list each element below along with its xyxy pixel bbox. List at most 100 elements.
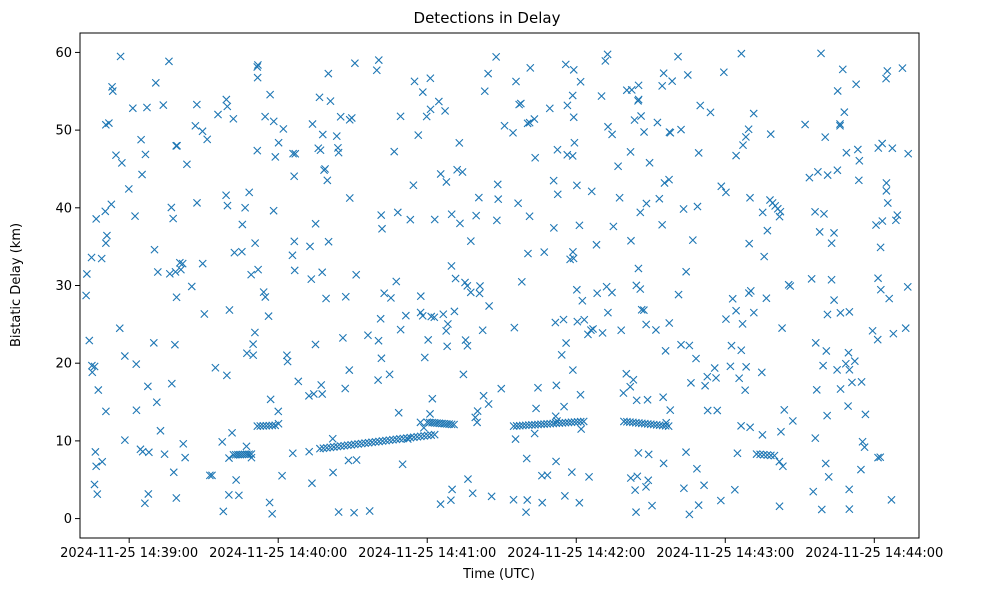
data-point: [523, 119, 532, 128]
data-point: [203, 135, 212, 144]
data-point: [142, 103, 151, 112]
data-point: [152, 398, 161, 407]
data-point: [840, 108, 849, 117]
data-point: [644, 476, 653, 485]
data-point: [827, 239, 836, 248]
data-point: [833, 86, 842, 95]
data-point: [198, 127, 207, 136]
data-point: [90, 362, 99, 371]
data-point: [876, 453, 885, 462]
y-tick-label: 20: [55, 357, 72, 372]
data-point: [368, 438, 377, 447]
x-axis-label: Time (UTC): [462, 567, 535, 582]
data-point: [833, 166, 842, 175]
data-point: [531, 153, 540, 162]
data-point: [265, 498, 274, 507]
data-point: [850, 357, 859, 366]
data-point: [434, 97, 443, 106]
data-point: [812, 385, 821, 394]
data-point: [809, 487, 818, 496]
data-point: [409, 433, 418, 442]
data-point: [150, 245, 159, 254]
data-point: [363, 331, 372, 340]
data-point: [333, 143, 342, 152]
data-point: [141, 150, 150, 159]
y-tick-label: 30: [55, 279, 72, 294]
data-point: [853, 145, 862, 154]
data-point: [450, 420, 459, 429]
data-point: [336, 112, 345, 121]
data-point: [738, 319, 747, 328]
data-point: [567, 468, 576, 477]
data-point: [466, 237, 475, 246]
data-point: [857, 377, 866, 386]
data-point: [424, 335, 433, 344]
data-point: [414, 131, 423, 140]
data-point: [352, 455, 361, 464]
data-point: [775, 502, 784, 511]
data-point: [104, 119, 113, 128]
data-point: [136, 445, 145, 454]
data-point: [563, 101, 572, 110]
data-point: [630, 116, 639, 125]
data-point: [309, 389, 318, 398]
data-point: [111, 151, 120, 160]
data-point: [476, 282, 484, 291]
data-point: [592, 240, 601, 249]
data-point: [576, 390, 585, 399]
data-point: [463, 281, 472, 290]
data-point: [164, 57, 173, 66]
data-point: [601, 56, 610, 65]
data-point: [579, 417, 588, 426]
data-point: [378, 224, 387, 233]
data-point: [375, 437, 384, 446]
data-point: [626, 236, 635, 245]
data-point: [538, 498, 547, 507]
data-point: [380, 289, 389, 298]
data-point: [328, 434, 337, 443]
data-point: [427, 431, 436, 440]
data-point: [589, 324, 597, 333]
data-point: [732, 151, 741, 160]
data-point: [318, 130, 327, 139]
data-point: [167, 203, 176, 212]
data-point: [845, 307, 854, 316]
data-point: [428, 394, 437, 403]
data-point: [160, 450, 169, 459]
data-point: [441, 106, 450, 115]
data-point: [120, 436, 129, 445]
data-point: [749, 109, 758, 118]
data-point: [311, 219, 320, 228]
data-point: [401, 311, 410, 320]
data-point: [760, 252, 769, 261]
data-point: [510, 323, 519, 332]
data-point: [398, 460, 407, 469]
data-point: [406, 215, 415, 224]
data-point: [661, 421, 670, 430]
data-point: [766, 130, 775, 139]
data-point: [608, 130, 617, 139]
data-point: [261, 112, 270, 121]
data-point: [269, 206, 278, 215]
data-point: [132, 360, 141, 369]
data-point: [530, 420, 539, 429]
data-point: [569, 65, 578, 74]
data-point: [733, 449, 742, 458]
data-point: [101, 407, 110, 416]
data-point: [749, 308, 758, 317]
data-point: [778, 462, 787, 471]
data-point: [615, 193, 624, 202]
data-point: [102, 231, 111, 240]
x-tick-label: 2024-11-25 14:43:00: [656, 546, 794, 561]
data-point: [728, 294, 737, 303]
data-point: [580, 315, 589, 324]
data-point: [159, 101, 168, 110]
data-point: [374, 376, 383, 385]
data-point: [560, 402, 569, 411]
data-point: [222, 95, 231, 104]
data-point: [333, 442, 342, 451]
data-point: [634, 448, 643, 457]
data-point: [559, 315, 568, 324]
data-point: [904, 149, 913, 158]
data-point: [116, 52, 125, 61]
